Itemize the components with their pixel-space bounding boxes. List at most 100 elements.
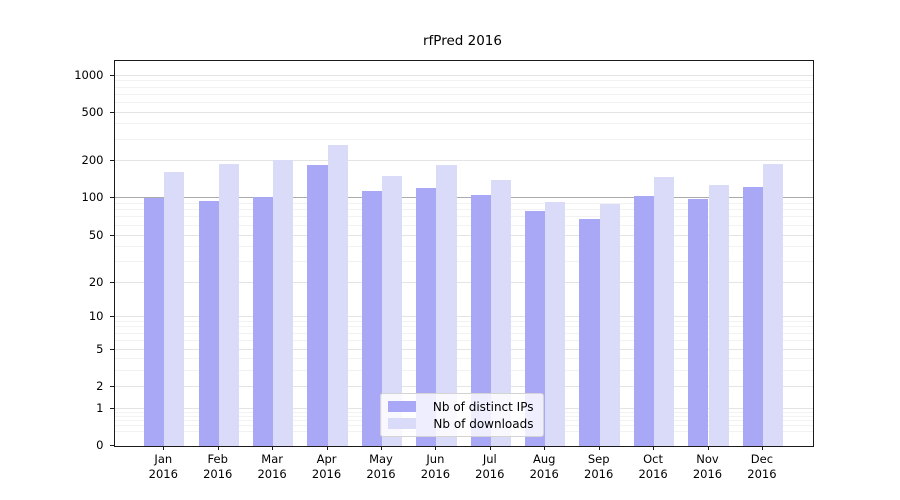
major-gridline [114, 196, 813, 198]
minor-gridline [114, 358, 813, 360]
y-tick-mark [109, 74, 114, 76]
bar-downloads [381, 176, 403, 446]
minor-gridline [114, 202, 813, 204]
bar-downloads [708, 185, 729, 446]
bar-downloads [654, 177, 675, 446]
bar-distinct-ips [633, 195, 655, 446]
x-tick-label: Jan 2016 [148, 451, 178, 481]
bar-distinct-ips [525, 210, 546, 446]
bar-downloads [164, 171, 185, 446]
x-tick-label: Mar 2016 [257, 451, 287, 481]
legend-swatch-downloads [387, 418, 416, 429]
bar-downloads [436, 165, 457, 446]
x-tick-mark [435, 445, 437, 450]
bar-downloads [599, 204, 620, 446]
x-tick-mark [326, 445, 328, 450]
x-tick-label: Nov 2016 [692, 451, 723, 481]
major-gridline [114, 160, 813, 162]
major-gridline [114, 234, 813, 236]
x-tick-mark [489, 445, 491, 450]
y-tick-label: 500 [81, 104, 104, 119]
minor-gridline [114, 93, 813, 95]
minor-gridline [114, 320, 813, 322]
x-tick-label: Jun 2016 [420, 451, 451, 481]
y-tick-label: 200 [81, 153, 104, 168]
major-gridline [114, 315, 813, 317]
y-tick-mark [109, 348, 114, 350]
y-tick-label: 2 [96, 379, 104, 394]
major-gridline [114, 386, 813, 388]
y-tick-label: 0 [96, 437, 104, 452]
y-tick-mark [109, 386, 114, 388]
minor-gridline [114, 332, 813, 334]
y-tick-label: 100 [81, 189, 104, 204]
y-tick-mark [109, 408, 114, 410]
minor-gridline [114, 138, 813, 140]
x-tick-mark [380, 445, 382, 450]
x-tick-label: Aug 2016 [529, 451, 559, 481]
major-gridline [114, 74, 813, 76]
minor-gridline [114, 80, 813, 82]
legend-entry-downloads: Nb of downloads [387, 416, 534, 432]
x-tick-mark [163, 445, 165, 450]
x-tick-label: Dec 2016 [747, 451, 777, 481]
plot-area: Nb of distinct IPs Nb of downloads [113, 59, 814, 447]
legend-label-downloads: Nb of downloads [433, 416, 534, 431]
minor-gridline [114, 261, 813, 263]
minor-gridline [114, 216, 813, 218]
legend-swatch-distinct-ips [387, 401, 416, 412]
y-tick-mark [109, 196, 114, 198]
x-tick-mark [653, 445, 655, 450]
major-gridline [114, 111, 813, 113]
legend-entry-distinct-ips: Nb of distinct IPs [387, 399, 534, 415]
bar-distinct-ips [579, 219, 600, 446]
bar-distinct-ips [144, 197, 165, 446]
bar-downloads [490, 180, 511, 446]
bar-downloads [545, 201, 566, 446]
bar-distinct-ips [688, 199, 709, 446]
y-tick-mark [109, 281, 114, 283]
y-tick-mark [109, 160, 114, 162]
major-gridline [114, 281, 813, 283]
x-tick-mark [272, 445, 274, 450]
minor-gridline [114, 224, 813, 226]
minor-gridline [114, 326, 813, 328]
chart-title: rfPred 2016 [423, 33, 502, 49]
bar-distinct-ips [742, 187, 763, 446]
minor-gridline [114, 340, 813, 342]
y-tick-mark [109, 111, 114, 113]
x-tick-label: Sep 2016 [584, 451, 614, 481]
y-tick-label: 50 [88, 227, 104, 242]
bar-downloads [327, 145, 348, 446]
y-tick-label: 10 [88, 308, 104, 323]
x-tick-label: May 2016 [366, 451, 396, 481]
bar-downloads [762, 164, 784, 446]
bar-distinct-ips [361, 190, 382, 446]
minor-gridline [114, 369, 813, 371]
y-tick-label: 20 [88, 274, 104, 289]
y-tick-mark [109, 444, 114, 446]
x-tick-mark [217, 445, 219, 450]
minor-gridline [114, 209, 813, 211]
bar-distinct-ips [198, 200, 219, 446]
minor-gridline [114, 123, 813, 125]
x-tick-label: Jul 2016 [475, 451, 505, 481]
legend-label-distinct-ips: Nb of distinct IPs [432, 399, 534, 414]
x-tick-mark [598, 445, 600, 450]
minor-gridline [114, 86, 813, 88]
major-gridline [114, 348, 813, 350]
x-tick-label: Apr 2016 [311, 451, 342, 481]
y-tick-mark [109, 315, 114, 317]
bar-downloads [273, 160, 294, 446]
bar-distinct-ips [307, 165, 328, 446]
minor-gridline [114, 101, 813, 103]
x-tick-label: Feb 2016 [203, 451, 233, 481]
minor-gridline [114, 246, 813, 248]
bar-distinct-ips [416, 188, 437, 446]
x-tick-label: Oct 2016 [638, 451, 668, 481]
x-tick-mark [707, 445, 709, 450]
y-tick-label: 1 [96, 401, 104, 416]
bar-distinct-ips [252, 197, 274, 446]
bar-distinct-ips [470, 195, 491, 446]
